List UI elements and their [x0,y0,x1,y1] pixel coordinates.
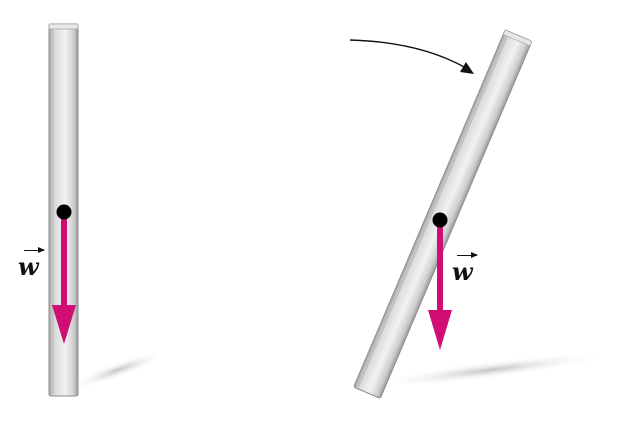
upright-center-of-mass [56,204,72,220]
upright-weight-arrowhead [52,305,76,344]
tilted-stick-edge [358,37,508,388]
upright-stick-shadow [69,350,167,390]
tilted-stick-shadow [370,352,610,388]
upright-stick-group [48,23,167,397]
tilted-weight-label: w [452,257,473,286]
upright-stick-top-face [48,23,79,30]
curved-arrow-icon [460,62,474,74]
tilted-weight-arrowhead [428,310,452,350]
vector-arrow-icon [24,246,45,254]
vector-arrow-icon [457,251,478,259]
tilted-stick-group [349,29,610,399]
tilted-stick-top-face [502,29,533,47]
upright-weight-label: w [18,252,39,281]
tilted-center-of-mass [432,212,448,228]
rotation-arrow-curve [349,39,467,69]
